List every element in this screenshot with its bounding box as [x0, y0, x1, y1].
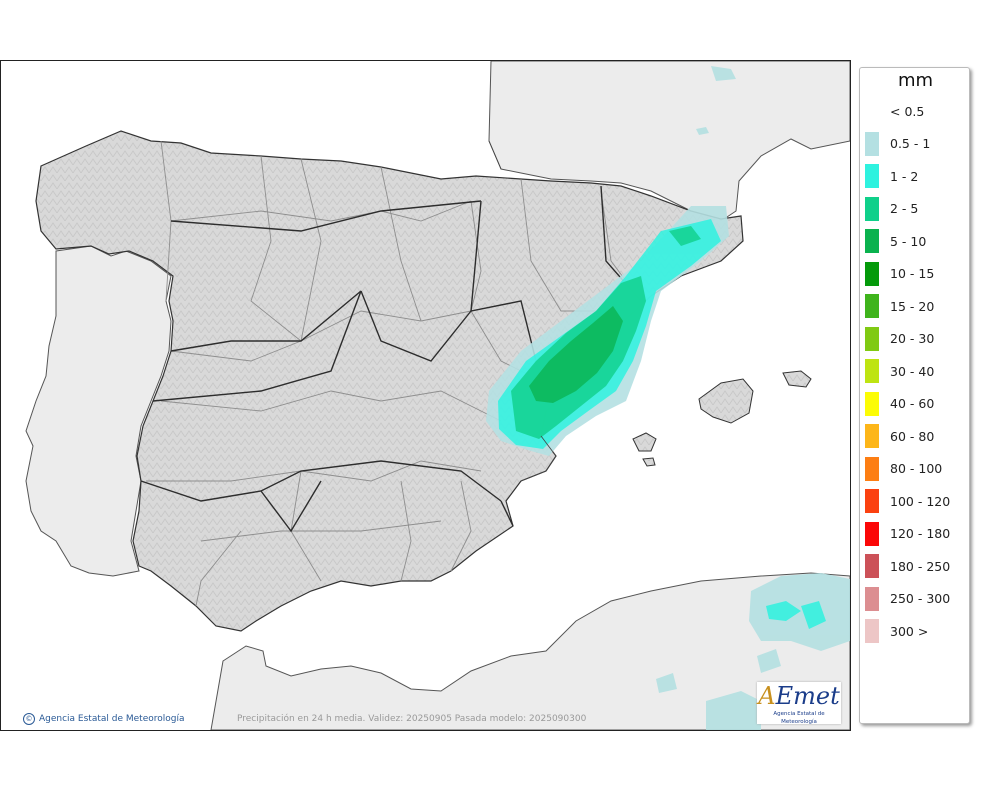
- legend-swatch: [865, 489, 879, 513]
- legend-item: 300 >: [865, 619, 929, 643]
- legend-item: 120 - 180: [865, 521, 951, 546]
- agency-credit: © Agencia Estatal de Meteorología: [23, 713, 185, 725]
- legend-panel: mm < 0.5 0.5 - 1 1 - 2 2 - 5 5 - 10 10 - 15 15…: [859, 67, 970, 724]
- legend-label: 60 - 80: [890, 428, 935, 444]
- legend-swatch: [865, 99, 879, 123]
- legend-item: 180 - 250: [865, 554, 951, 578]
- legend-label: 2 - 5: [890, 201, 919, 216]
- validity-caption: Precipitación en 24 h media. Validez: 20…: [237, 714, 587, 724]
- legend-item: 2 - 5: [865, 196, 919, 221]
- legend-item: 250 - 300: [865, 586, 951, 611]
- legend-swatch: [865, 294, 879, 318]
- legend-label: 15 - 20: [890, 298, 935, 314]
- legend-swatch: [865, 261, 879, 286]
- legend-item: 0.5 - 1: [865, 131, 931, 156]
- legend-swatch: [865, 586, 879, 611]
- legend-item: 15 - 20: [865, 294, 935, 318]
- legend-item: 100 - 120: [865, 489, 951, 513]
- map-canvas: [1, 61, 850, 730]
- agency-name: Agencia Estatal de Meteorología: [39, 714, 185, 724]
- legend-label: 120 - 180: [890, 526, 951, 541]
- legend-label: 20 - 30: [890, 331, 935, 346]
- precipitation-map: © Agencia Estatal de Meteorología Precip…: [0, 60, 851, 731]
- legend-item: 60 - 80: [865, 424, 935, 448]
- aemet-logo: AEmet Agencia Estatal de Meteorología: [757, 682, 841, 725]
- legend-unit: mm: [897, 70, 934, 91]
- legend-swatch: [865, 229, 879, 253]
- formentera: [642, 457, 656, 467]
- legend-item: 80 - 100: [865, 456, 943, 481]
- legend-label: 10 - 15: [890, 266, 935, 281]
- legend-label: 250 - 300: [890, 591, 951, 606]
- mallorca: [698, 378, 754, 424]
- legend-swatch: [865, 131, 879, 156]
- africa-land: [210, 572, 850, 730]
- legend-swatch: [865, 326, 879, 351]
- legend-swatch: [865, 424, 879, 448]
- legend-swatch: [865, 164, 879, 188]
- legend-label: < 0.5: [890, 103, 925, 119]
- legend-item: 40 - 60: [865, 391, 935, 416]
- legend-item: 1 - 2: [865, 164, 919, 188]
- portugal-land: [25, 245, 172, 577]
- logo-text: AEmet: [758, 682, 840, 710]
- region-borders: [140, 185, 642, 533]
- legend-label: 180 - 250: [890, 558, 951, 574]
- legend-label: 1 - 2: [890, 168, 919, 184]
- legend-label: 300 >: [890, 623, 929, 639]
- legend-swatch: [865, 456, 879, 481]
- legend-item: 30 - 40: [865, 359, 935, 383]
- coastline: [488, 140, 557, 482]
- ibiza: [632, 432, 657, 452]
- legend-label: 5 - 10: [890, 233, 927, 249]
- copyright-icon: ©: [23, 713, 35, 725]
- menorca: [782, 370, 812, 388]
- legend-label: 0.5 - 1: [890, 136, 931, 151]
- legend-swatch: [865, 196, 879, 221]
- legend-swatch: [865, 554, 879, 578]
- legend-item: < 0.5: [865, 99, 925, 123]
- legend-label: 30 - 40: [890, 363, 935, 379]
- legend-label: 80 - 100: [890, 461, 943, 476]
- legend-item: 5 - 10: [865, 229, 927, 253]
- legend-label: 40 - 60: [890, 396, 935, 411]
- logo-subtitle: Agencia Estatal de Meteorología: [773, 711, 825, 725]
- legend-swatch: [865, 359, 879, 383]
- spain-land: [35, 130, 744, 632]
- precip-5-10: [529, 306, 623, 403]
- legend-item: 10 - 15: [865, 261, 935, 286]
- legend-swatch: [865, 521, 879, 546]
- legend-swatch: [865, 391, 879, 416]
- legend-label: 100 - 120: [890, 493, 951, 509]
- legend-item: 20 - 30: [865, 326, 935, 351]
- legend-swatch: [865, 619, 879, 643]
